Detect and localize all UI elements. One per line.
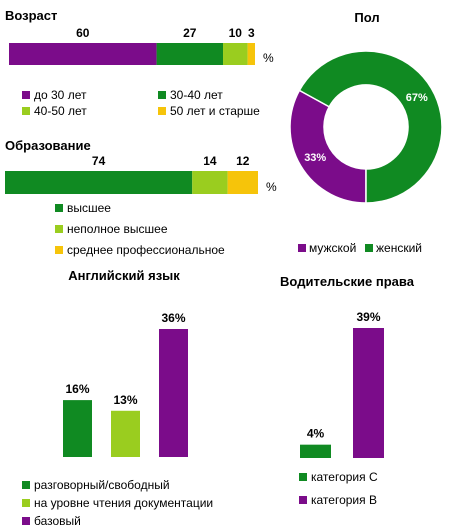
education-legend-label: среднее профессиональное [67,243,225,257]
gender-chart-title: Пол [354,10,379,25]
gender-legend-label: мужской [309,241,356,255]
age-chart-title: Возраст [5,8,57,23]
education-bar-segment-высшее [5,171,193,194]
education-segment-value-label: 74 [92,154,106,168]
english-legend-label: разговорный/свободный [34,478,170,492]
english-legend-label: на уровне чтения документации [34,496,213,510]
gender-slice-value-label: 33% [304,152,326,164]
education-unit-label: % [266,180,277,194]
age-bar-segment-50-лет-и-старше [247,43,255,65]
age-legend-label: до 30 лет [34,88,87,102]
gender-slice-мужской [289,89,367,204]
age-bar-segment-30-40-лет [156,43,224,65]
age-legend-swatch-40-50-лет [22,107,30,115]
gender-legend-swatch-мужской [298,244,306,252]
education-chart-title: Образование [5,138,91,153]
education-legend-swatch-неполное-высшее [55,225,63,233]
license-legend-swatch-категория-b [299,496,307,504]
english-bar-value-label: 13% [113,393,137,407]
age-segment-value-label: 27 [183,26,197,40]
gender-slice-value-label: 67% [406,92,428,104]
english-chart-title: Английский язык [68,268,180,283]
license-bar-value-label: 4% [307,427,325,441]
license-legend-label: категория C [311,470,378,484]
education-legend-label: неполное высшее [67,222,168,236]
english-bar-value-label: 36% [161,311,185,325]
education-bar-segment-неполное-высшее [192,171,228,194]
license-legend-label: категория B [311,493,377,507]
english-bar-на-уровне-чтения-документации [111,410,140,457]
age-bar-segment-40-50-лет [223,43,248,65]
license-legend-swatch-категория-c [299,473,307,481]
license-bar-категория-c [300,444,331,458]
license-bar-категория-b [353,328,384,458]
education-legend-label: высшее [67,201,111,215]
age-segment-value-label: 60 [76,26,90,40]
english-legend-swatch-разговорный-свободный [22,481,30,489]
education-legend-swatch-высшее [55,204,63,212]
age-legend-swatch-до-30-лет [22,91,30,99]
age-legend-label: 30-40 лет [170,88,223,102]
gender-legend-swatch-женский [365,244,373,252]
education-segment-value-label: 12 [236,154,250,168]
english-legend-label: базовый [34,514,81,528]
age-segment-value-label: 10 [229,26,243,40]
education-legend-swatch-среднее-профессиональное [55,246,63,254]
age-legend-swatch-50-лет-и-старше [158,107,166,115]
license-chart-title: Водительские права [280,274,415,289]
education-segment-value-label: 14 [203,154,217,168]
age-legend-label: 40-50 лет [34,104,87,118]
english-bar-разговорный-свободный [63,400,92,457]
license-bar-value-label: 39% [356,310,380,324]
english-legend-swatch-на-уровне-чтения-документации [22,499,30,507]
gender-legend-label: женский [376,241,422,255]
english-legend-swatch-базовый [22,517,30,525]
age-segment-value-label: 3 [248,26,255,40]
english-bar-базовый [159,329,188,457]
age-bar-segment-до-30-лет [9,43,157,65]
education-bar-segment-среднее-профессиональное [227,171,258,194]
age-legend-label: 50 лет и старше [170,104,260,118]
english-bar-value-label: 16% [65,382,89,396]
age-unit-label: % [263,51,274,65]
age-legend-swatch-30-40-лет [158,91,166,99]
gender-slice-женский [298,50,443,204]
